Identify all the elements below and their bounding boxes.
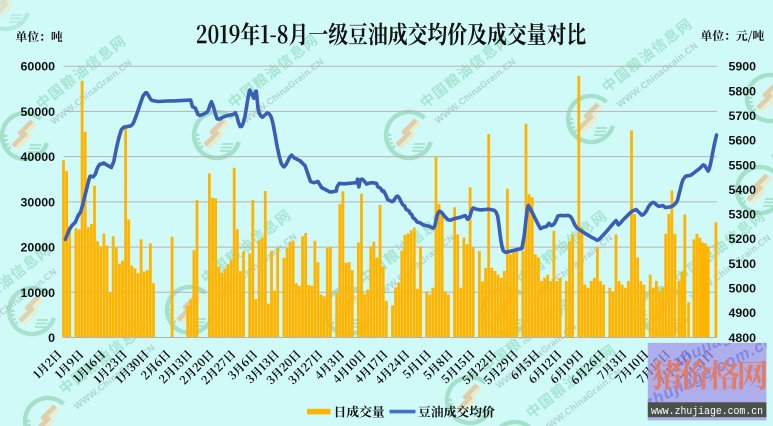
svg-text:50000: 50000 — [21, 105, 56, 119]
svg-text:5800: 5800 — [729, 84, 757, 98]
svg-text:10000: 10000 — [21, 286, 56, 300]
svg-text:5100: 5100 — [729, 257, 757, 271]
svg-text:60000: 60000 — [21, 60, 56, 74]
svg-text:20000: 20000 — [21, 241, 56, 255]
svg-text:5700: 5700 — [729, 109, 757, 123]
svg-text:5600: 5600 — [729, 134, 757, 148]
svg-text:www.zhujiage.com.cn: www.zhujiage.com.cn — [651, 406, 763, 418]
svg-text:0: 0 — [48, 331, 55, 345]
svg-text:30000: 30000 — [21, 195, 56, 209]
svg-text:5200: 5200 — [729, 232, 757, 246]
svg-text:5400: 5400 — [729, 183, 757, 197]
svg-text:5500: 5500 — [729, 158, 757, 172]
svg-text:4900: 4900 — [729, 306, 757, 320]
svg-text:5300: 5300 — [729, 208, 757, 222]
svg-text:5900: 5900 — [729, 60, 757, 74]
svg-text:4800: 4800 — [729, 331, 757, 345]
svg-text:5000: 5000 — [729, 282, 757, 296]
svg-text:40000: 40000 — [21, 150, 56, 164]
